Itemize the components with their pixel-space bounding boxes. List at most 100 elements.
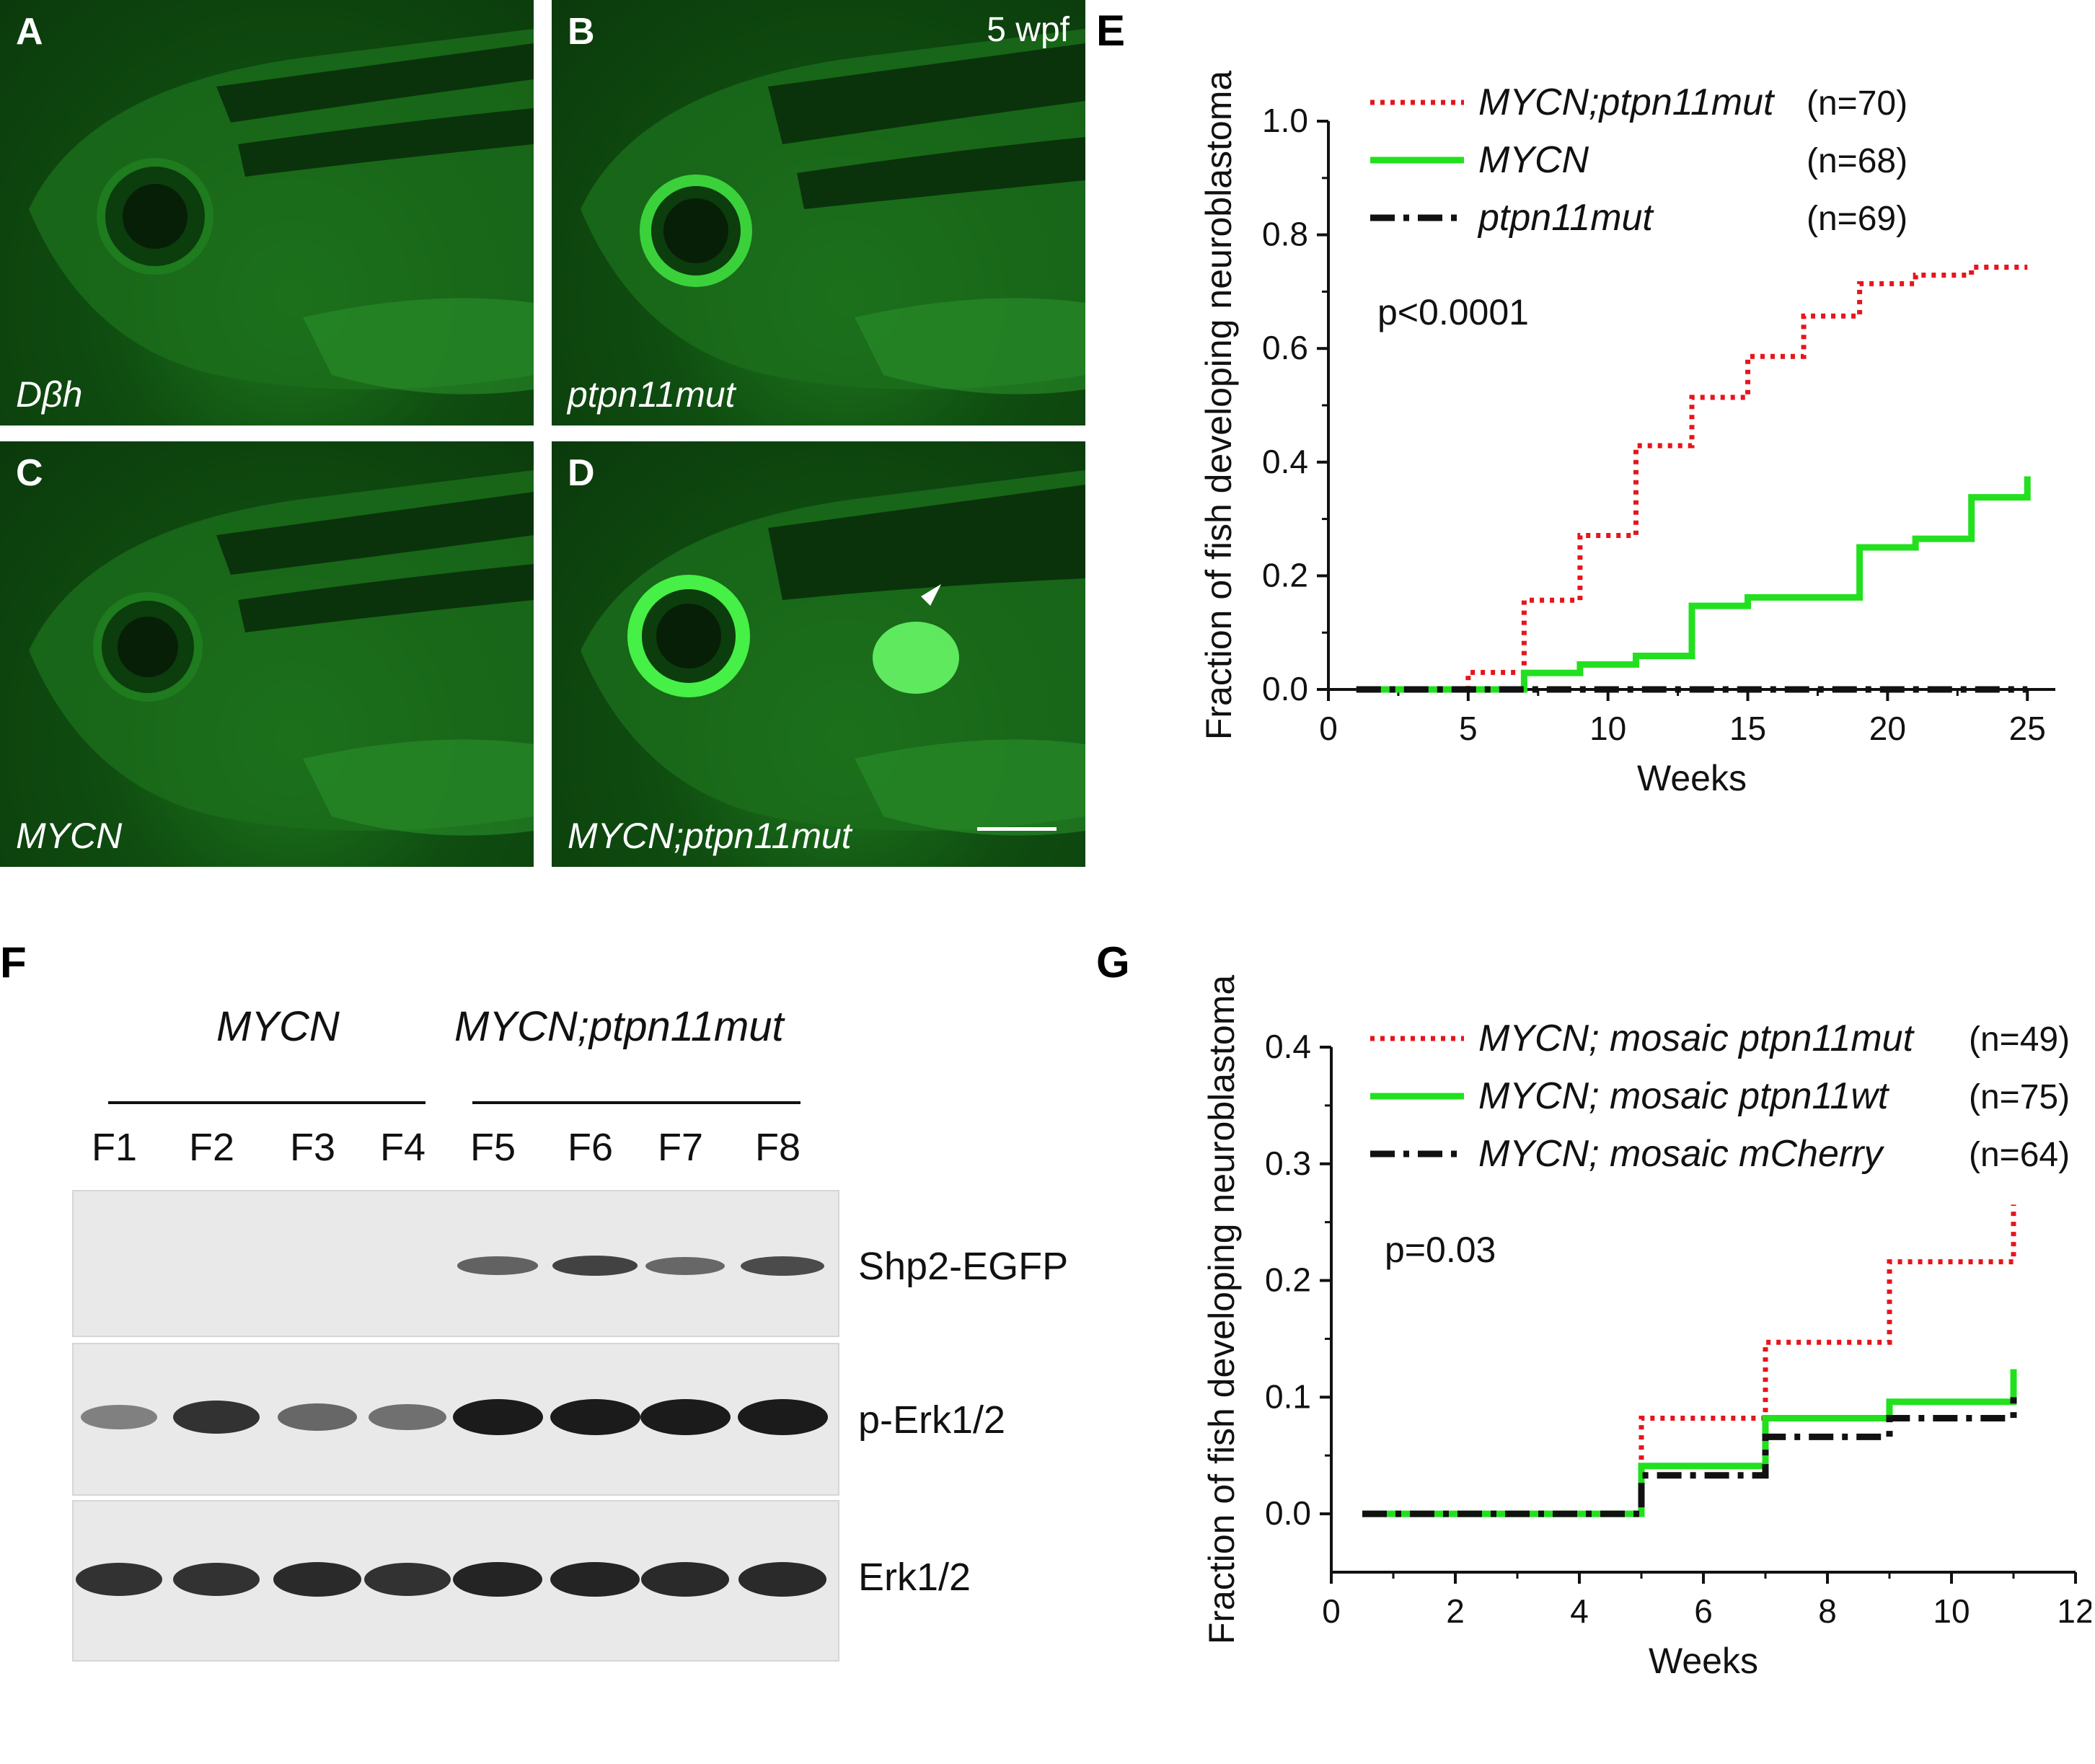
x-tick-label: 5	[1459, 710, 1478, 747]
x-tick-label: 12	[2057, 1592, 2091, 1630]
y-axis-label: Fraction of fish developing neuroblastom…	[1199, 71, 1239, 741]
legend-n: (n=69)	[1807, 200, 1907, 238]
fish-illustration	[29, 470, 534, 836]
y-tick-label: 0.2	[1265, 1261, 1311, 1299]
series-line-2	[1362, 1397, 2017, 1517]
lane-label-f4: F4	[380, 1126, 426, 1169]
blot-band	[737, 1399, 828, 1435]
blot-band	[273, 1562, 361, 1597]
panel-label: MYCN;ptpn11mut	[568, 816, 852, 856]
fish-image-c: C MYCN	[0, 441, 534, 867]
row-label-shp2: Shp2-EGFP	[858, 1245, 1069, 1288]
y-tick-label: 0.8	[1262, 216, 1308, 253]
blot-band	[278, 1403, 357, 1431]
panel-letter: D	[568, 452, 595, 494]
blot-band	[645, 1256, 725, 1275]
fish-image-b: B 5 wpf ptpn11mut	[552, 0, 1085, 425]
blot-band	[640, 1399, 731, 1435]
chart-e: 0 5 10 15 20 25 0.0 0.2 0.4 0.6 0.8 1.0 Weeks Fractio…	[1199, 71, 2055, 798]
lane-label-f2: F2	[189, 1126, 235, 1169]
panel-label: ptpn11mut	[568, 374, 736, 415]
x-axis-label: Weeks	[1637, 758, 1747, 798]
legend-label: MYCN; mosaic mCherry	[1478, 1133, 1884, 1175]
blot-band	[641, 1562, 729, 1597]
x-tick-label: 8	[1818, 1592, 1837, 1630]
legend-n: (n=49)	[1969, 1020, 2070, 1059]
fish-image-d: D MYCN;ptpn11mut	[552, 441, 1085, 867]
lane-label-f5: F5	[470, 1126, 516, 1169]
legend-n: (n=75)	[1969, 1078, 2070, 1116]
y-tick-label: 0.4	[1265, 1028, 1311, 1065]
series-line-1	[1356, 476, 2031, 693]
x-tick-label: 25	[2009, 710, 2046, 747]
p-value-annotation: p=0.03	[1385, 1230, 1496, 1270]
y-tick-label: 0.2	[1262, 556, 1308, 594]
y-tick-label: 0.4	[1262, 443, 1308, 480]
y-tick-label: 0.3	[1265, 1145, 1311, 1182]
x-tick-label: 0	[1322, 1592, 1341, 1630]
fish-illustration	[581, 470, 1085, 836]
x-tick-label: 6	[1694, 1592, 1713, 1630]
y-tick-label: 0.1	[1265, 1377, 1311, 1415]
x-tick-label: 0	[1319, 710, 1338, 747]
row-label-erk: Erk1/2	[858, 1556, 971, 1599]
blot-band	[457, 1256, 538, 1275]
legend-label: MYCN; mosaic ptpn11mut	[1478, 1018, 1915, 1059]
y-tick-label: 1.0	[1262, 102, 1308, 139]
x-tick-label: 10	[1933, 1592, 1970, 1630]
y-axis-label: Fraction of fish developing neuroblastom…	[1201, 975, 1242, 1645]
chart-g: 0 2 4 6 8 10 12 0.0 0.1 0.2 0.3 0.4 Weeks Fraction of…	[1201, 975, 2091, 1681]
y-tick-label: 0.0	[1265, 1494, 1311, 1532]
p-value-annotation: p<0.0001	[1377, 292, 1529, 332]
lane-label-f1: F1	[92, 1126, 138, 1169]
legend-n: (n=64)	[1969, 1136, 2070, 1174]
series-line-1	[1362, 1369, 2017, 1517]
blot-band	[172, 1400, 260, 1434]
blot-band	[552, 1256, 638, 1276]
blot-band	[363, 1562, 451, 1597]
x-tick-label: 10	[1589, 710, 1626, 747]
panel-label: MYCN	[16, 816, 123, 856]
blot-band	[550, 1399, 640, 1435]
panel-label: Dβh	[16, 374, 83, 415]
x-tick-label: 2	[1446, 1592, 1465, 1630]
legend-label: ptpn11mut	[1477, 197, 1654, 239]
panel-letter: C	[16, 452, 43, 494]
blot-band	[550, 1561, 640, 1597]
legend-label: MYCN; mosaic ptpn11wt	[1478, 1075, 1890, 1117]
lane-label-f6: F6	[568, 1126, 614, 1169]
lane-label-f8: F8	[755, 1126, 801, 1169]
panel-letter-g: G	[1096, 938, 1130, 987]
y-tick-label: 0.0	[1262, 670, 1308, 707]
row-label-perk: p-Erk1/2	[858, 1398, 1006, 1442]
x-tick-label: 4	[1570, 1592, 1589, 1630]
blot-band	[453, 1561, 542, 1597]
arrowhead-icon	[921, 584, 941, 606]
y-tick-label: 0.6	[1262, 329, 1308, 366]
lane-label-f3: F3	[290, 1126, 336, 1169]
group-label-mycn-ptpn11mut: MYCN;ptpn11mut	[454, 1003, 784, 1050]
x-axis-label: Weeks	[1649, 1641, 1758, 1681]
legend-label: MYCN	[1478, 139, 1589, 181]
fish-image-a: A Dβh	[0, 0, 534, 425]
panel-letter-e: E	[1096, 6, 1126, 55]
series-line-0	[1362, 1204, 2016, 1517]
fish-illustration	[29, 29, 534, 394]
blot-band	[172, 1562, 260, 1597]
panel-letter: B	[568, 11, 595, 53]
legend-n: (n=70)	[1807, 84, 1907, 123]
blot-band	[368, 1403, 447, 1431]
legend-label: MYCN;ptpn11mut	[1478, 81, 1776, 123]
blot-band	[452, 1399, 543, 1435]
blot-band	[81, 1404, 157, 1430]
blot-band	[75, 1562, 163, 1597]
blot-band	[738, 1562, 826, 1597]
group-label-mycn: MYCN	[216, 1003, 340, 1050]
blot-band	[741, 1256, 824, 1276]
scale-bar	[977, 827, 1057, 831]
timepoint-label: 5 wpf	[987, 11, 1069, 49]
lane-label-f7: F7	[658, 1126, 704, 1169]
group-bar-mycn-ptpn11mut	[472, 1101, 800, 1104]
group-bar-mycn	[108, 1101, 425, 1104]
legend-n: (n=68)	[1807, 142, 1907, 180]
